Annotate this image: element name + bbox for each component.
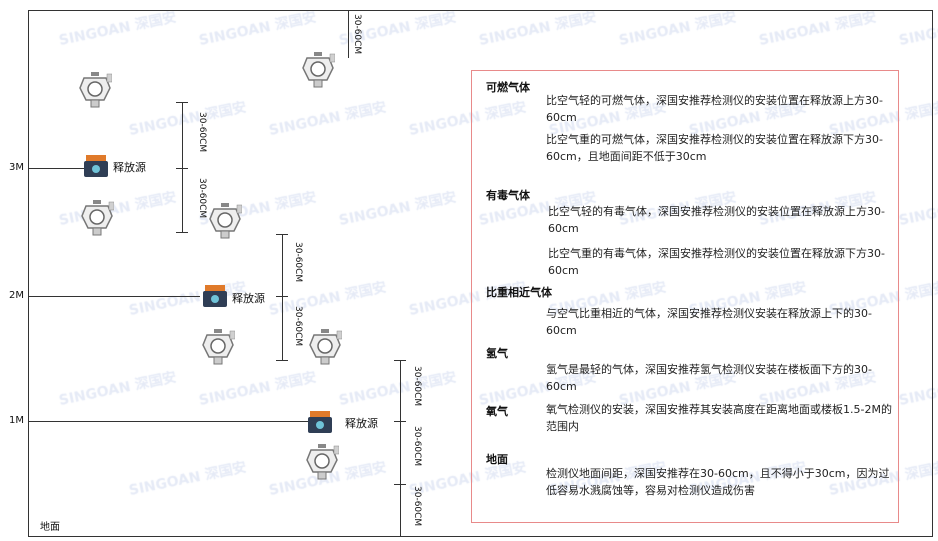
gas-detector-icon: [78, 72, 113, 108]
gas-detector-icon: [308, 329, 343, 365]
section-title: 可燃气体: [486, 81, 530, 94]
dim-tick: [176, 168, 188, 169]
section-text: 检测仪地面间距，深国安推荐在30-60cm，且不得小于30cm，因为过低容易水溅…: [546, 467, 890, 497]
release-source-label: 释放源: [113, 161, 146, 174]
dim-tick: [176, 232, 188, 233]
ceiling-line: [28, 10, 933, 11]
dim-line: [182, 102, 183, 232]
dim-label: 30-60CM: [197, 112, 207, 153]
wall-line: [28, 10, 29, 537]
dim-label: 30-60CM: [412, 426, 422, 467]
level-1m-line: [28, 421, 308, 422]
dim-line: [348, 10, 349, 58]
dim-label: 30-60CM: [412, 366, 422, 407]
ground-line: [28, 536, 933, 537]
dim-label: 30-60CM: [412, 486, 422, 527]
section-text: 比空气轻的可燃气体，深国安推荐检测仪的安装位置在释放源上方30-60cm: [546, 94, 883, 124]
dim-tick: [276, 360, 288, 361]
section-text: 氧气检测仪的安装，深国安推荐其安装高度在距离地面或楼板1.5-2M的范围内: [546, 403, 892, 433]
release-source-icon: [203, 285, 227, 307]
ground-label: 地面: [40, 522, 60, 533]
level-3m-label: 3M: [9, 162, 24, 173]
dim-line: [282, 234, 283, 360]
section-title: 氧气: [486, 405, 508, 418]
dim-tick: [276, 296, 288, 297]
section-title: 比重相近气体: [486, 286, 552, 299]
section-text: 比空气轻的有毒气体，深国安推荐检测仪的安装位置在释放源上方30-60cm: [548, 205, 885, 235]
dim-label: 30-60CM: [293, 306, 303, 347]
dim-tick: [394, 484, 406, 485]
level-3m-line: [28, 168, 84, 169]
dim-line: [400, 360, 401, 537]
release-source-icon: [84, 155, 108, 177]
gas-detector-icon: [305, 444, 340, 480]
dim-tick: [394, 360, 406, 361]
section-text: 氢气是最轻的气体，深国安推荐氢气检测仪安装在楼板面下方的30-60cm: [546, 363, 872, 393]
release-source-label: 释放源: [345, 417, 378, 430]
gas-detector-icon: [301, 52, 336, 88]
dim-tick: [176, 102, 188, 103]
level-2m-label: 2M: [9, 290, 24, 301]
section-title: 有毒气体: [486, 189, 530, 202]
level-2m-line: [28, 296, 200, 297]
section-text: 比空气重的可燃气体，深国安推荐检测仪的安装位置在释放源下方30-60cm，且地面…: [546, 133, 883, 163]
dim-tick: [394, 421, 406, 422]
release-source-label: 释放源: [232, 292, 265, 305]
level-1m-label: 1M: [9, 415, 24, 426]
section-title: 氢气: [486, 347, 508, 360]
right-line: [932, 10, 933, 537]
section-title: 地面: [486, 453, 508, 466]
gas-detector-icon: [80, 200, 115, 236]
section-text: 比空气重的有毒气体，深国安推荐检测仪的安装位置在释放源下方30-60cm: [548, 247, 885, 277]
gas-detector-icon: [201, 329, 236, 365]
dim-label: 30-60CM: [293, 242, 303, 283]
dim-tick: [276, 234, 288, 235]
gas-detector-icon: [208, 203, 243, 239]
release-source-icon: [308, 411, 332, 433]
section-text: 与空气比重相近的气体，深国安推荐检测仪安装在释放源上下的30-60cm: [546, 307, 872, 337]
dim-label: 30-60CM: [352, 14, 362, 55]
dim-label: 30-60CM: [197, 178, 207, 219]
info-panel: 可燃气体 比空气轻的可燃气体，深国安推荐检测仪的安装位置在释放源上方30-60c…: [471, 70, 899, 523]
